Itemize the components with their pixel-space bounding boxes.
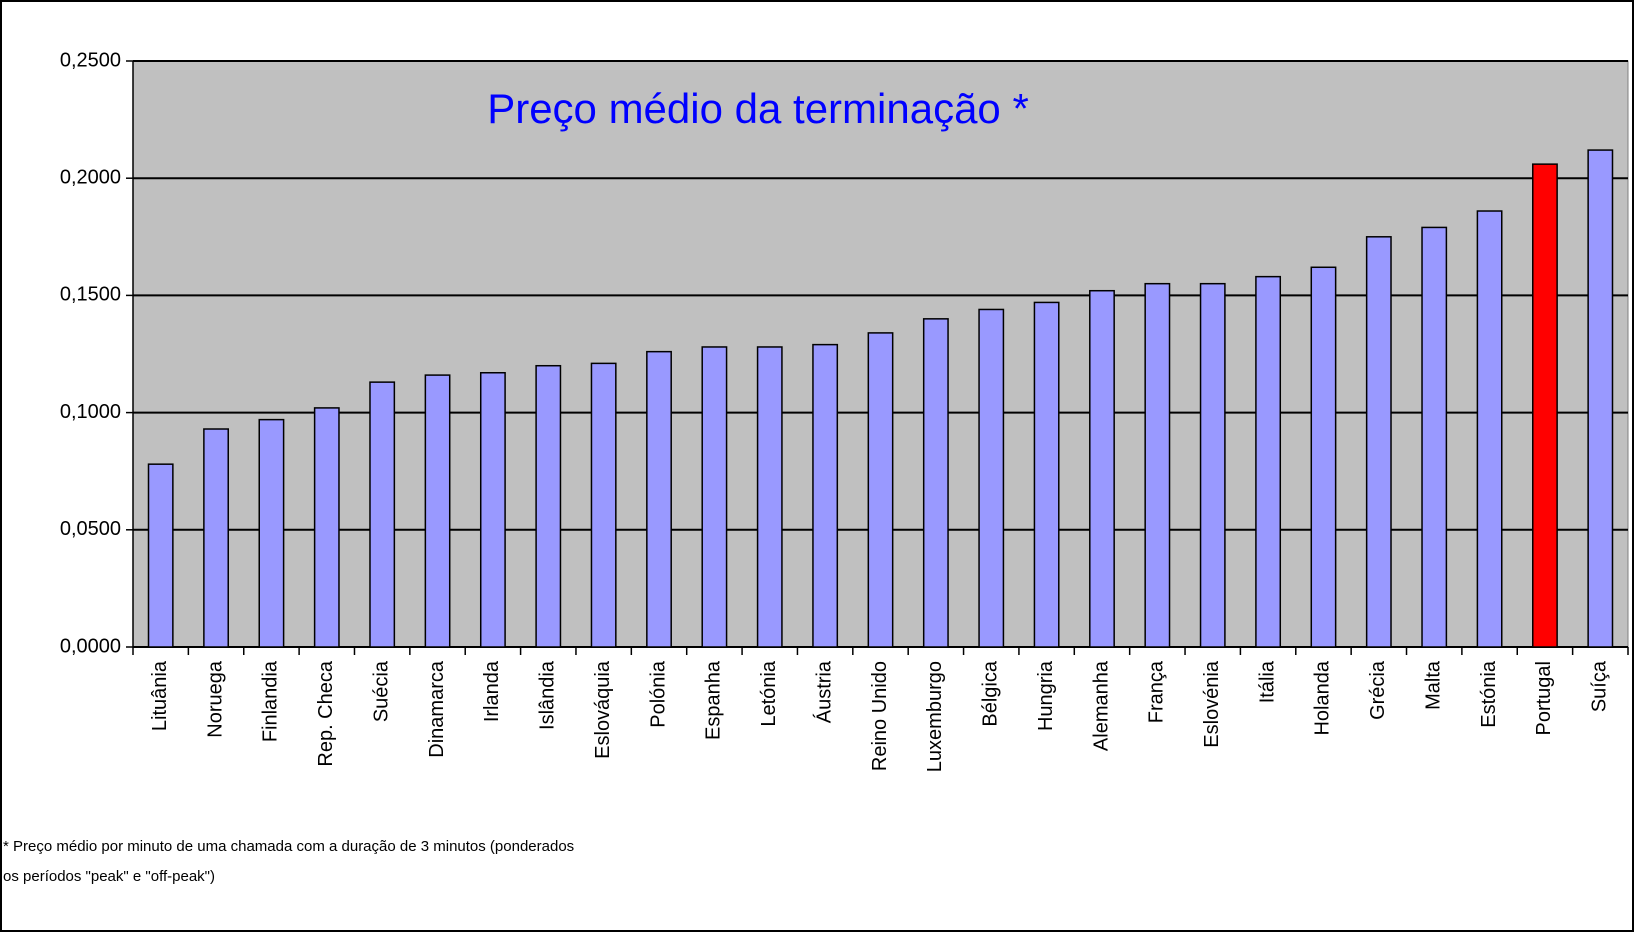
bar <box>1587 149 1614 648</box>
x-tick-label: Malta <box>1422 660 1444 710</box>
x-tick-label: Rep. Checa <box>315 660 337 766</box>
bar <box>203 428 229 648</box>
footnote: * Preço médio por minuto de uma chamada … <box>3 838 574 855</box>
bar <box>590 362 617 648</box>
y-tick-label: 0,1500 <box>60 284 121 306</box>
y-tick-label: 0,2500 <box>60 49 121 71</box>
x-tick-label: Noruega <box>204 660 226 738</box>
bar <box>701 346 728 648</box>
bar <box>922 318 949 648</box>
bar <box>1199 282 1226 648</box>
y-tick-label: 0,1000 <box>60 401 121 423</box>
x-tick-label: Lituânia <box>149 660 171 731</box>
footnote: os períodos "peak" e "off-peak") <box>3 868 215 885</box>
bar <box>1089 289 1115 648</box>
x-tick-label: Bélgica <box>980 660 1002 726</box>
x-tick-label: Polónia <box>647 660 669 728</box>
bar <box>867 332 894 648</box>
chart-title: Preço médio da terminação * <box>487 85 1029 132</box>
bar <box>147 463 174 648</box>
x-tick-label: Holanda <box>1312 660 1334 735</box>
x-tick-label: Suíça <box>1589 660 1611 712</box>
bar <box>812 343 839 648</box>
x-tick-label: Estónia <box>1478 660 1500 728</box>
bar <box>646 350 672 648</box>
x-tick-label: Finlandia <box>260 660 282 742</box>
bar <box>424 374 451 648</box>
x-tick-label: Itália <box>1256 660 1278 703</box>
bar <box>1310 266 1337 648</box>
bar <box>258 418 285 648</box>
bar <box>313 407 340 648</box>
x-tick-label: Grécia <box>1367 660 1389 720</box>
bar <box>756 346 783 648</box>
x-tick-label: Eslováquia <box>592 660 614 759</box>
x-tick-label: Reino Unido <box>869 661 891 771</box>
bar <box>1421 226 1448 648</box>
x-tick-label: Irlanda <box>481 660 503 722</box>
x-tick-label: Letónia <box>758 660 780 726</box>
bar <box>479 372 506 648</box>
x-tick-label: França <box>1146 660 1168 723</box>
bar <box>1255 275 1282 648</box>
x-tick-label: Áustria <box>812 660 835 723</box>
x-tick-label: Dinamarca <box>426 660 448 758</box>
bar <box>1033 301 1060 648</box>
x-tick-label: Alemanha <box>1090 660 1112 751</box>
bar <box>978 308 1005 648</box>
bar <box>1476 210 1503 648</box>
x-tick-label: Eslovénia <box>1201 660 1223 748</box>
x-tick-label: Espanha <box>703 660 725 740</box>
y-tick-label: 0,2000 <box>60 166 121 188</box>
bar <box>1144 282 1171 648</box>
bar <box>1532 163 1558 648</box>
y-tick-label: 0,0000 <box>60 635 121 657</box>
bar <box>535 364 562 648</box>
bar <box>1365 236 1392 648</box>
y-tick-label: 0,0500 <box>60 518 121 540</box>
bar <box>369 381 396 648</box>
x-tick-label: Suécia <box>370 660 392 722</box>
x-tick-label: Portugal <box>1533 661 1555 736</box>
x-tick-label: Hungria <box>1035 660 1057 731</box>
x-tick-label: Luxemburgo <box>924 661 946 772</box>
x-tick-label: Islândia <box>537 660 559 730</box>
